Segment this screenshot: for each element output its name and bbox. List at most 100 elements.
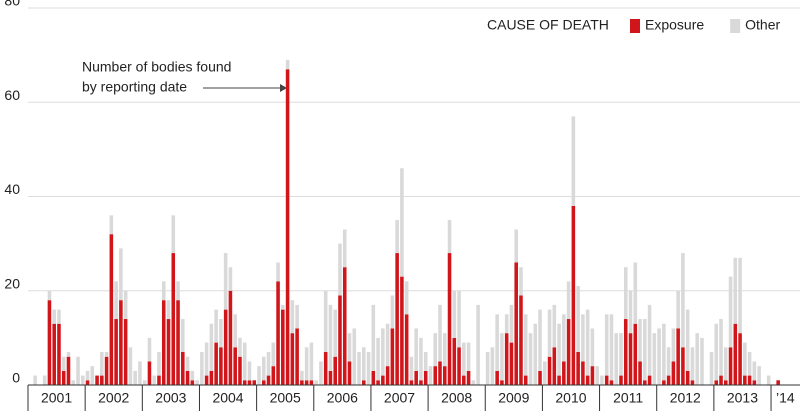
x-tick-label: ’14: [776, 390, 795, 406]
bar-segment: [390, 295, 395, 329]
bar-segment: [519, 295, 523, 385]
bar-segment: [442, 366, 447, 385]
bar-segment: [214, 342, 218, 385]
bar-segment: [304, 380, 309, 385]
bar-segment: [723, 380, 728, 385]
bar-segment: [152, 375, 157, 385]
bar-segment: [609, 314, 614, 381]
bar-segment: [452, 290, 457, 338]
y-tick-label: 60: [4, 87, 20, 103]
legend-swatch: [630, 19, 640, 33]
bar-segment: [666, 347, 671, 376]
bar-segment: [576, 286, 580, 353]
bar-segment: [647, 304, 652, 376]
bar-segment: [495, 314, 499, 371]
bar-segment: [557, 323, 561, 376]
bar-segment: [723, 347, 728, 381]
bar-segment: [57, 323, 61, 385]
bar-segment: [547, 356, 552, 385]
bar-segment: [623, 267, 628, 320]
bar-segment: [390, 328, 395, 385]
bar-segment: [304, 347, 309, 381]
bar-segment: [509, 304, 514, 343]
bar-segment: [738, 333, 742, 385]
bar-segment: [90, 366, 95, 385]
bar-segment: [581, 314, 585, 362]
y-tick-label: 0: [12, 370, 20, 386]
bar-segment: [752, 380, 757, 385]
bar-segment: [585, 375, 590, 385]
bar-segment: [700, 337, 704, 385]
bar-segment: [685, 309, 690, 371]
bar-segment: [738, 257, 742, 334]
bar-segment: [238, 356, 242, 385]
bar-segment: [604, 375, 609, 385]
bar-segment: [533, 323, 538, 385]
bar-segment: [166, 300, 171, 320]
bar-segment: [147, 361, 152, 385]
annotation: by reporting date: [82, 79, 187, 95]
bar-segment: [119, 300, 123, 385]
bar-segment: [385, 366, 390, 385]
bar-segment: [576, 352, 580, 385]
bar-segment: [638, 319, 642, 362]
bar-segment: [219, 347, 223, 385]
bar-segment: [295, 328, 299, 385]
bar-segment: [552, 347, 557, 385]
bar-segment: [528, 333, 533, 385]
bar-segment: [747, 352, 752, 376]
bar-segment: [471, 380, 476, 385]
bar-segment: [347, 361, 352, 385]
bar-segment: [181, 319, 185, 353]
bar-segment: [571, 116, 576, 206]
bar-segment: [323, 352, 328, 385]
bar-segment: [628, 333, 633, 385]
x-tick-label: 2003: [155, 390, 186, 406]
bar-segment: [776, 380, 780, 385]
bar-segment: [433, 366, 438, 385]
bar-segment: [457, 347, 461, 385]
annotation-arrowhead: [280, 84, 287, 92]
bar-segment: [400, 276, 404, 385]
x-tick-label: 2008: [441, 390, 472, 406]
bar-segment: [309, 342, 314, 381]
bar-segment: [95, 375, 99, 385]
bar-segment: [47, 290, 52, 301]
bar-segment: [223, 309, 228, 385]
bar-segment: [342, 267, 347, 385]
bar-segment: [600, 375, 604, 385]
bar-segment: [309, 380, 314, 385]
bar-segment: [676, 328, 680, 385]
bar-segment: [371, 304, 376, 371]
bar-segment: [166, 319, 171, 385]
bar-segment: [338, 295, 342, 385]
bar-segment: [714, 380, 719, 385]
bar-segment: [366, 352, 371, 385]
bar-segment: [442, 333, 447, 367]
bar-segment: [281, 304, 285, 310]
bar-segment: [419, 337, 423, 381]
bar-segment: [514, 262, 518, 385]
bar-segment: [657, 328, 661, 385]
bar-segment: [185, 356, 190, 371]
bar-segment: [504, 333, 509, 385]
bar-segment: [85, 380, 90, 385]
bar-segment: [119, 248, 123, 301]
bar-segment: [300, 380, 304, 385]
bar-segment: [362, 347, 366, 381]
bar-segment: [161, 281, 166, 301]
bar-segment: [400, 168, 404, 277]
bar-segment: [376, 380, 380, 385]
bar-segment: [404, 314, 409, 385]
bar-segment: [85, 370, 90, 381]
bar-segment: [204, 342, 209, 376]
bar-segment: [633, 262, 638, 324]
bar-segment: [61, 370, 66, 385]
bar-segment: [562, 361, 566, 385]
bar-segment: [100, 375, 104, 385]
bar-segment: [714, 323, 719, 381]
bar-segment: [161, 300, 166, 385]
bar-segment: [562, 314, 566, 362]
bar-segment: [52, 309, 56, 324]
